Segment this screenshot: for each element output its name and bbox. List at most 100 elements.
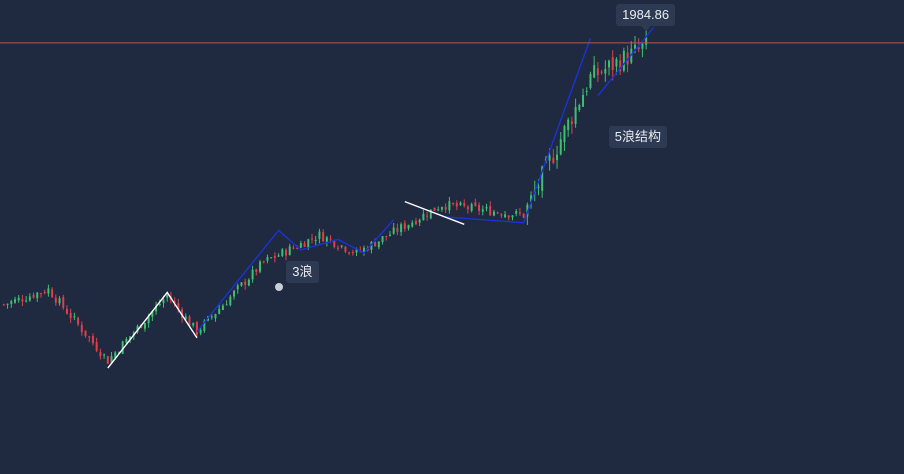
candle-body xyxy=(578,104,581,111)
candle-body xyxy=(593,65,596,78)
candle-body xyxy=(504,214,507,218)
candle-body xyxy=(221,305,224,310)
candle-body xyxy=(452,203,455,205)
candle-body xyxy=(247,279,250,286)
candle-body xyxy=(166,294,169,298)
candle-body xyxy=(559,139,562,155)
candle-body xyxy=(17,297,20,301)
candle-body xyxy=(596,68,599,76)
candle-body xyxy=(214,314,217,319)
candle-body xyxy=(429,209,432,219)
candle-body xyxy=(370,241,373,250)
candle-body xyxy=(448,201,451,211)
candle-body xyxy=(433,207,436,211)
candle-body xyxy=(556,154,559,160)
candle-body xyxy=(392,227,395,234)
candle-body xyxy=(58,298,61,304)
candle-body xyxy=(351,252,354,254)
candle-body xyxy=(54,297,57,303)
candle-body xyxy=(459,202,462,206)
candle-body xyxy=(474,202,477,206)
candle-body xyxy=(574,106,577,124)
impulse-wave-line xyxy=(196,219,395,333)
wave-3-label-text: 3浪 xyxy=(292,263,313,279)
candle-body xyxy=(147,316,150,324)
candle-body xyxy=(325,237,328,242)
candle-body xyxy=(99,352,102,357)
candle-body xyxy=(492,211,495,216)
candle-body xyxy=(299,243,302,248)
candle-body xyxy=(318,231,321,240)
candle-body xyxy=(348,252,351,254)
candle-body xyxy=(129,336,132,340)
candle-body xyxy=(314,239,317,241)
candle-body xyxy=(481,209,484,212)
candle-body xyxy=(411,222,414,227)
candle-body xyxy=(418,219,421,223)
candle-body xyxy=(362,247,365,252)
candle-body xyxy=(567,119,570,131)
candle-body xyxy=(455,203,458,207)
candle-body xyxy=(229,296,232,306)
candles-group xyxy=(2,28,648,364)
correction-wave-line xyxy=(404,200,465,225)
candle-body xyxy=(88,336,91,338)
candle-body xyxy=(374,242,377,247)
wave-5-structure-label: 5浪结构 xyxy=(608,125,667,148)
candle-body xyxy=(110,356,113,363)
candle-body xyxy=(634,44,637,49)
candle-body xyxy=(62,297,65,308)
candle-body xyxy=(277,255,280,257)
candle-body xyxy=(489,206,492,216)
candle-body xyxy=(600,71,603,73)
candle-body xyxy=(604,68,607,74)
candle-body xyxy=(336,247,339,249)
candle-body xyxy=(32,294,35,298)
candle-body xyxy=(21,299,24,302)
candle-body xyxy=(307,239,310,249)
candle-body xyxy=(251,269,254,280)
candle-body xyxy=(541,166,544,191)
candle-body xyxy=(39,293,42,295)
candle-body xyxy=(619,60,622,72)
annotation-marker-icon[interactable] xyxy=(274,282,283,291)
candle-body xyxy=(136,325,139,332)
candle-body xyxy=(608,60,611,68)
candle-body xyxy=(151,311,154,317)
candle-body xyxy=(173,300,176,304)
candle-body xyxy=(496,212,499,214)
candle-body xyxy=(522,213,525,218)
candle-body xyxy=(641,43,644,49)
candle-body xyxy=(125,338,128,343)
candle-body xyxy=(69,312,72,319)
candle-body xyxy=(563,125,566,143)
candle-body xyxy=(585,91,588,93)
candle-body xyxy=(43,291,46,294)
candle-body xyxy=(103,354,106,356)
candle-body xyxy=(155,306,158,312)
candle-body xyxy=(303,243,306,247)
candle-body xyxy=(233,290,236,297)
candle-body xyxy=(530,195,533,202)
candle-body xyxy=(478,205,481,211)
candle-body xyxy=(329,238,332,240)
candle-body xyxy=(344,246,347,252)
candle-body xyxy=(296,247,299,249)
candle-body xyxy=(162,299,165,304)
candle-body xyxy=(422,213,425,221)
candle-body xyxy=(199,329,202,334)
candle-body xyxy=(177,303,180,310)
candle-body xyxy=(80,324,83,333)
current-price-tag: 1984.86 xyxy=(616,4,676,31)
candle-body xyxy=(225,304,228,306)
candle-body xyxy=(259,261,262,272)
candle-body xyxy=(181,309,184,318)
candle-body xyxy=(637,47,640,50)
candle-body xyxy=(218,308,221,314)
candle-body xyxy=(143,322,146,329)
candle-body xyxy=(444,206,447,210)
candle-body xyxy=(470,204,473,211)
candle-body xyxy=(385,235,388,237)
